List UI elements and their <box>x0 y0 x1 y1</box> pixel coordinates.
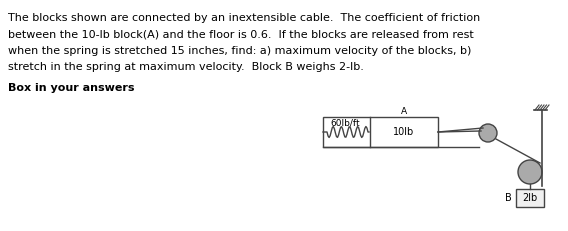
Text: 2lb: 2lb <box>523 193 538 203</box>
Bar <box>323 117 438 147</box>
Bar <box>516 189 544 207</box>
Circle shape <box>479 124 497 142</box>
Text: B: B <box>506 193 512 203</box>
Text: The blocks shown are connected by an inextensible cable.  The coefficient of fri: The blocks shown are connected by an ine… <box>8 13 481 23</box>
Text: A: A <box>401 107 407 116</box>
Text: when the spring is stretched 15 inches, find: a) maximum velocity of the blocks,: when the spring is stretched 15 inches, … <box>8 46 471 56</box>
Text: stretch in the spring at maximum velocity.  Block B weighs 2-lb.: stretch in the spring at maximum velocit… <box>8 63 364 73</box>
Text: 60lb/ft: 60lb/ft <box>331 118 360 127</box>
Text: between the 10-lb block(A) and the floor is 0.6.  If the blocks are released fro: between the 10-lb block(A) and the floor… <box>8 30 474 40</box>
Circle shape <box>518 160 542 184</box>
Text: 10lb: 10lb <box>394 127 415 137</box>
Text: Box in your answers: Box in your answers <box>8 83 135 93</box>
